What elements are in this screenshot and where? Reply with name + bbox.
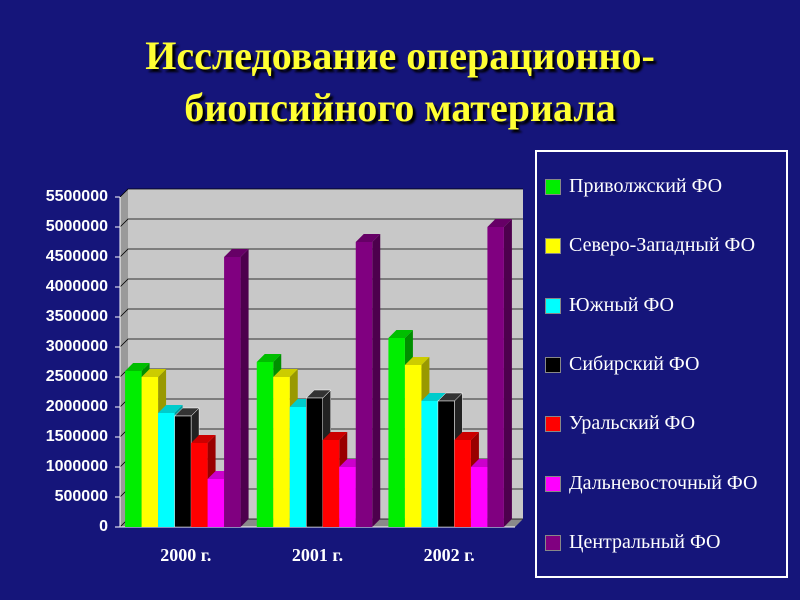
bar-side xyxy=(503,219,512,527)
y-tick-label: 3500000 xyxy=(46,308,108,325)
bar xyxy=(339,467,356,527)
chart-title: Исследование операционно- биопсийного ма… xyxy=(145,33,655,130)
bar xyxy=(322,440,340,527)
bar xyxy=(487,227,504,527)
bar xyxy=(404,365,422,527)
legend-item: Уральский ФО xyxy=(545,409,778,437)
y-tick-label: 1000000 xyxy=(46,458,108,475)
legend-swatch xyxy=(545,297,561,314)
grid-line xyxy=(119,188,523,198)
bar xyxy=(306,397,323,528)
y-tick-label: 3000000 xyxy=(46,338,108,355)
legend-item: Северо-Западный ФО xyxy=(545,231,778,259)
bar xyxy=(289,407,307,527)
x-tick-label: 2002 г. xyxy=(424,545,475,565)
bar-top xyxy=(224,249,249,257)
legend-item: Южный ФО xyxy=(545,291,778,319)
y-tick-label: 1500000 xyxy=(46,428,108,445)
y-tick-label: 500000 xyxy=(55,488,108,505)
bar-top xyxy=(256,354,282,362)
y-tick-label: 4500000 xyxy=(46,248,108,265)
bar xyxy=(421,401,438,527)
bar-side xyxy=(240,249,249,527)
bar-top xyxy=(487,219,512,227)
bar-top xyxy=(322,432,348,440)
grid-line xyxy=(119,218,523,228)
bar xyxy=(224,257,241,527)
x-tick-label: 2001 г. xyxy=(292,545,343,565)
bar xyxy=(125,371,142,527)
bar xyxy=(273,377,290,527)
bar-top xyxy=(404,357,430,365)
bar xyxy=(141,377,159,527)
legend-label: Уральский ФО xyxy=(569,412,696,435)
bar-top xyxy=(141,369,167,377)
y-tick-label: 0 xyxy=(99,518,108,535)
y-tick-label: 2500000 xyxy=(46,368,108,385)
x-tick-label: 2000 г. xyxy=(160,545,211,565)
bar xyxy=(158,413,175,527)
legend-item: Сибирский ФО xyxy=(545,350,778,378)
legend-swatch xyxy=(545,356,561,373)
bar-top xyxy=(191,435,216,443)
bar-side xyxy=(372,234,381,527)
y-tick-label: 5500000 xyxy=(46,188,108,205)
y-tick-label: 4000000 xyxy=(46,278,108,295)
legend: Приволжский ФО Северо-Западный ФО Южный ФО… xyxy=(535,150,788,578)
bar xyxy=(454,440,471,527)
bar xyxy=(207,479,225,527)
legend-item: Дальневосточный ФО xyxy=(545,469,778,497)
legend-swatch xyxy=(545,238,561,255)
bar-top xyxy=(454,432,479,440)
y-tick-label: 5000000 xyxy=(46,218,108,235)
legend-item: Приволжский ФО xyxy=(545,172,778,200)
legend-swatch xyxy=(545,535,561,552)
bar xyxy=(174,415,192,528)
legend-swatch xyxy=(545,416,561,433)
grid-line xyxy=(119,248,523,258)
bar xyxy=(470,467,488,527)
bar-top xyxy=(355,234,381,242)
legend-label: Северо-Западный ФО xyxy=(569,234,756,257)
bar-top xyxy=(125,363,150,371)
bar-top xyxy=(273,369,298,377)
bar xyxy=(191,443,208,527)
bar xyxy=(256,362,274,527)
bar xyxy=(355,242,373,527)
legend-swatch xyxy=(545,178,561,195)
y-tick-label: 2000000 xyxy=(46,398,108,415)
grid-line xyxy=(119,308,523,318)
legend-label: Центральный ФО xyxy=(569,531,721,554)
legend-label: Дальневосточный ФО xyxy=(569,471,758,494)
legend-label: Южный ФО xyxy=(569,293,674,316)
bar-top xyxy=(388,330,413,338)
legend-swatch xyxy=(545,475,561,492)
legend-label: Сибирский ФО xyxy=(569,352,700,375)
grid-line xyxy=(119,278,523,288)
bar xyxy=(388,338,405,527)
legend-label: Приволжский ФО xyxy=(569,174,723,197)
bar xyxy=(437,400,455,528)
bar-top xyxy=(158,405,183,413)
legend-item: Центральный ФО xyxy=(545,528,778,556)
